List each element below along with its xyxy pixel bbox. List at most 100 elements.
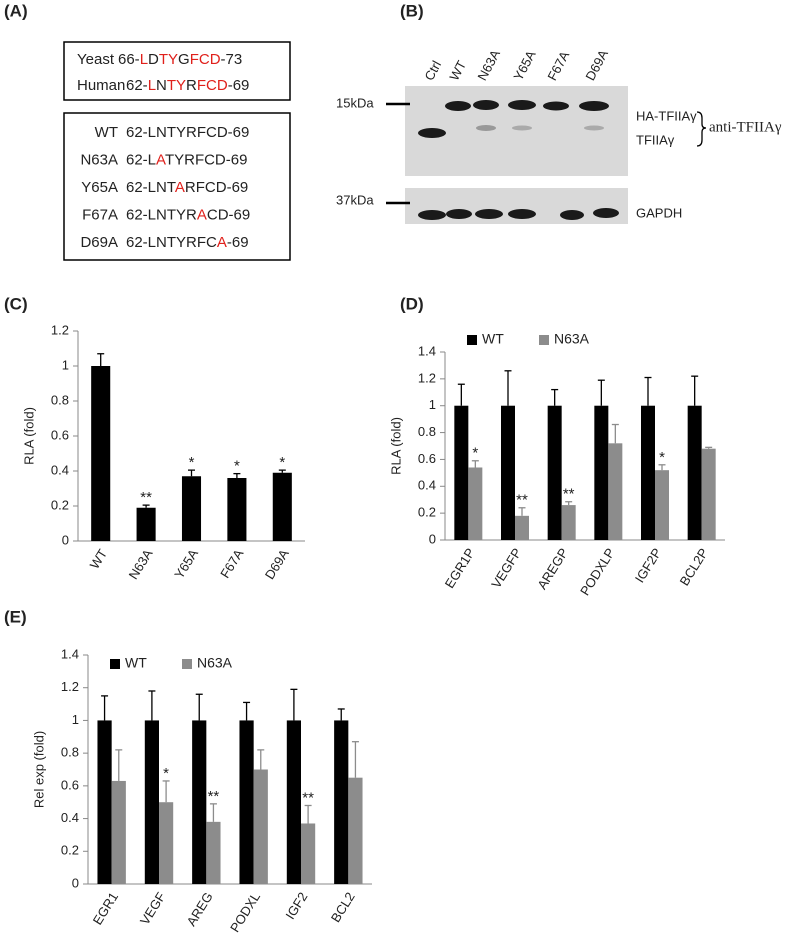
lane-label: Ctrl xyxy=(421,58,444,83)
panel-label: (C) xyxy=(4,294,28,313)
y-tick-label: 1 xyxy=(429,397,436,412)
antibody-label: anti-TFIIAγ xyxy=(709,119,782,135)
bar xyxy=(334,720,349,884)
residue-segment: 62-LNT xyxy=(126,179,176,196)
legend-label: WT xyxy=(482,331,504,347)
sequence-name: D69A xyxy=(80,234,118,251)
y-tick-label: 0 xyxy=(62,532,69,547)
bar xyxy=(655,470,669,540)
band-label: HA-TFIIAγ xyxy=(636,108,697,123)
bar xyxy=(253,769,268,884)
bar xyxy=(701,448,716,540)
legend-label: N63A xyxy=(197,655,233,671)
band xyxy=(560,210,584,220)
band xyxy=(476,125,496,131)
bar xyxy=(608,443,623,540)
residue-segment: FCD xyxy=(197,77,228,94)
y-tick-label: 1.2 xyxy=(61,679,79,694)
y-axis-label: RLA (fold) xyxy=(21,407,36,465)
residue-segment: D xyxy=(148,51,159,68)
marker-label: 37kDa xyxy=(336,192,374,207)
panel-label: (A) xyxy=(4,1,28,20)
band xyxy=(508,209,536,219)
band xyxy=(418,210,446,220)
band xyxy=(445,101,471,111)
bar xyxy=(547,405,562,540)
sequence-name: Yeast xyxy=(77,51,115,68)
y-tick-label: 1 xyxy=(72,712,79,727)
bar xyxy=(111,780,126,884)
residue-segment: TYRFCD-69 xyxy=(165,151,248,168)
residue-segment: FCD xyxy=(190,51,221,68)
x-tick-label: IGF2P xyxy=(632,545,665,585)
x-tick-label: F67A xyxy=(217,546,246,581)
x-tick-label: AREGP xyxy=(534,545,571,592)
significance-label: ** xyxy=(208,788,220,805)
residue-segment: -69 xyxy=(227,234,249,251)
residue-segment: -73 xyxy=(221,51,243,68)
sequence: 66-LDTYGFCD-73 xyxy=(118,51,242,68)
band xyxy=(543,101,569,111)
residue-segment: 62-LNTYRFC xyxy=(126,234,217,251)
residue-segment: CD-69 xyxy=(207,206,250,223)
western-blot: 15kDa 37kDa HA-TFIIAγ TFIIAγ anti-TFIIAγ… xyxy=(336,86,782,224)
sequence-name: WT xyxy=(95,124,118,141)
band xyxy=(584,125,604,131)
residue-segment: G xyxy=(178,51,190,68)
x-tick-label: BCL2 xyxy=(328,889,358,925)
y-tick-label: 0.8 xyxy=(61,745,79,760)
bar xyxy=(454,405,469,540)
band xyxy=(512,125,532,131)
y-tick-label: 0.4 xyxy=(418,478,436,493)
y-tick-label: 0.8 xyxy=(51,392,69,407)
y-tick-label: 1 xyxy=(62,357,69,372)
panel-label: (B) xyxy=(400,1,424,20)
significance-label: * xyxy=(163,765,169,782)
y-tick-label: 0.2 xyxy=(418,505,436,520)
residue-segment: N xyxy=(156,77,167,94)
bar xyxy=(159,802,174,884)
band xyxy=(593,208,619,218)
residue-segment: A xyxy=(156,151,166,168)
panel-label: (E) xyxy=(4,607,27,626)
y-tick-label: 0 xyxy=(429,531,436,546)
x-tick-label: PODXLP xyxy=(577,545,618,598)
significance-label: ** xyxy=(302,789,314,806)
legend-label: N63A xyxy=(554,331,590,347)
lane-label: N63A xyxy=(474,47,503,83)
alignment-box xyxy=(63,41,291,101)
residue-segment: A xyxy=(175,179,185,196)
y-tick-label: 1.4 xyxy=(418,343,436,358)
bar xyxy=(192,720,207,884)
band-label: TFIIAγ xyxy=(636,132,675,147)
mutant-box xyxy=(63,112,291,261)
bar xyxy=(301,823,316,884)
bar xyxy=(97,720,112,884)
x-tick-label: BCL2P xyxy=(677,545,712,588)
y-axis-label: RLA (fold) xyxy=(388,417,403,475)
x-tick-label: IGF2 xyxy=(282,889,310,921)
bar xyxy=(515,515,529,540)
sequence: 62-LNTYRACD-69 xyxy=(126,206,250,223)
residue-segment: 62-LNTYRFCD-69 xyxy=(126,124,249,141)
bar xyxy=(206,821,221,884)
y-tick-label: 1.2 xyxy=(418,370,436,385)
residue-segment: A xyxy=(217,234,227,251)
x-tick-label: AREG xyxy=(184,889,216,928)
sequence: 62-LNTYRFCD-69 xyxy=(126,124,249,141)
y-tick-label: 0.4 xyxy=(61,810,79,825)
bar xyxy=(136,507,156,541)
bar xyxy=(181,476,202,541)
sequence: 62-LNTYRFCA-69 xyxy=(126,234,249,251)
y-tick-label: 0.6 xyxy=(418,451,436,466)
bar xyxy=(144,720,159,884)
y-tick-label: 0.8 xyxy=(418,424,436,439)
legend-swatch xyxy=(110,659,120,669)
bar xyxy=(641,405,655,540)
y-tick-label: 1.2 xyxy=(51,322,69,337)
residue-segment: 66- xyxy=(118,51,140,68)
lane-label: WT xyxy=(446,58,469,83)
legend-swatch xyxy=(467,335,477,345)
bar xyxy=(561,505,576,540)
panel-label: (D) xyxy=(400,294,424,313)
